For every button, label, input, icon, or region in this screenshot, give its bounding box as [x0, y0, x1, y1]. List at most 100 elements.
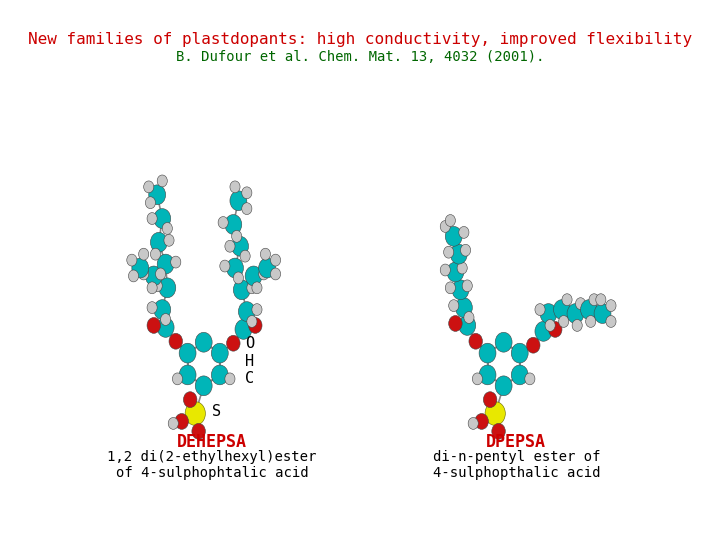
Circle shape	[449, 315, 462, 332]
Text: DEHEPSA: DEHEPSA	[177, 433, 247, 451]
Circle shape	[150, 248, 161, 260]
Circle shape	[227, 335, 240, 351]
Circle shape	[168, 417, 179, 429]
Circle shape	[144, 181, 154, 193]
Circle shape	[535, 321, 552, 341]
Text: of 4-sulphophtalic acid: of 4-sulphophtalic acid	[116, 466, 308, 480]
Text: di-n-pentyl ester of: di-n-pentyl ester of	[433, 450, 600, 464]
Circle shape	[545, 320, 555, 332]
Circle shape	[127, 254, 137, 266]
Circle shape	[184, 392, 197, 408]
Circle shape	[247, 315, 257, 327]
Circle shape	[232, 231, 242, 242]
Circle shape	[475, 414, 488, 429]
Text: B. Dufour et al. Chem. Mat. 13, 4032 (2001).: B. Dufour et al. Chem. Mat. 13, 4032 (20…	[176, 50, 544, 64]
Circle shape	[195, 332, 212, 352]
Circle shape	[149, 185, 166, 205]
Circle shape	[447, 262, 464, 282]
Circle shape	[150, 232, 167, 252]
Circle shape	[492, 423, 505, 439]
Circle shape	[445, 282, 456, 294]
Circle shape	[164, 234, 174, 246]
Circle shape	[595, 294, 606, 306]
Circle shape	[261, 248, 271, 260]
Circle shape	[245, 266, 262, 286]
Circle shape	[212, 365, 228, 385]
Circle shape	[154, 300, 171, 320]
Circle shape	[242, 187, 252, 199]
Circle shape	[233, 280, 251, 300]
Circle shape	[440, 264, 450, 276]
Circle shape	[145, 197, 156, 208]
Circle shape	[589, 294, 599, 306]
Circle shape	[138, 268, 149, 280]
Circle shape	[220, 260, 230, 272]
Circle shape	[132, 258, 149, 278]
Circle shape	[128, 270, 138, 282]
Circle shape	[252, 282, 262, 294]
Circle shape	[606, 315, 616, 327]
Circle shape	[580, 300, 598, 320]
Text: H: H	[245, 354, 254, 369]
Circle shape	[242, 202, 252, 214]
Circle shape	[147, 282, 157, 294]
Circle shape	[540, 303, 557, 323]
Circle shape	[157, 318, 174, 338]
Circle shape	[147, 302, 157, 314]
Circle shape	[457, 262, 467, 274]
Circle shape	[572, 320, 582, 332]
Circle shape	[549, 321, 562, 338]
Circle shape	[252, 303, 262, 315]
Circle shape	[233, 272, 243, 284]
Circle shape	[469, 333, 482, 349]
Circle shape	[238, 302, 256, 321]
Circle shape	[525, 373, 535, 385]
Circle shape	[138, 248, 149, 260]
Text: S: S	[212, 404, 221, 419]
Circle shape	[195, 376, 212, 396]
Circle shape	[606, 300, 616, 312]
Circle shape	[562, 294, 572, 306]
Circle shape	[159, 278, 176, 298]
Circle shape	[445, 226, 462, 246]
Circle shape	[232, 237, 248, 256]
Circle shape	[156, 268, 166, 280]
Circle shape	[567, 303, 584, 323]
Circle shape	[495, 376, 512, 396]
Circle shape	[218, 217, 228, 228]
Text: O: O	[245, 336, 254, 351]
Circle shape	[440, 220, 450, 232]
Circle shape	[235, 320, 252, 339]
Text: New families of plastdopants: high conductivity, improved flexibility: New families of plastdopants: high condu…	[28, 32, 692, 48]
Circle shape	[212, 343, 228, 363]
Circle shape	[444, 246, 454, 258]
Circle shape	[464, 312, 474, 323]
Circle shape	[461, 244, 471, 256]
Circle shape	[459, 315, 476, 335]
Circle shape	[147, 213, 157, 225]
Circle shape	[230, 181, 240, 193]
Circle shape	[240, 250, 251, 262]
Circle shape	[185, 402, 205, 426]
Circle shape	[575, 298, 585, 309]
Circle shape	[456, 298, 472, 318]
Circle shape	[225, 240, 235, 252]
Circle shape	[511, 343, 528, 363]
Circle shape	[172, 373, 183, 385]
Circle shape	[225, 214, 242, 234]
Circle shape	[169, 333, 183, 349]
Circle shape	[483, 392, 497, 408]
Circle shape	[179, 343, 196, 363]
Circle shape	[271, 268, 281, 280]
Circle shape	[450, 244, 467, 264]
Circle shape	[585, 315, 595, 327]
Circle shape	[157, 254, 174, 274]
Circle shape	[225, 373, 235, 385]
Circle shape	[479, 343, 496, 363]
Circle shape	[559, 315, 569, 327]
Circle shape	[162, 222, 172, 234]
Circle shape	[230, 191, 247, 211]
Circle shape	[495, 332, 512, 352]
Circle shape	[152, 280, 162, 292]
Circle shape	[554, 300, 570, 320]
